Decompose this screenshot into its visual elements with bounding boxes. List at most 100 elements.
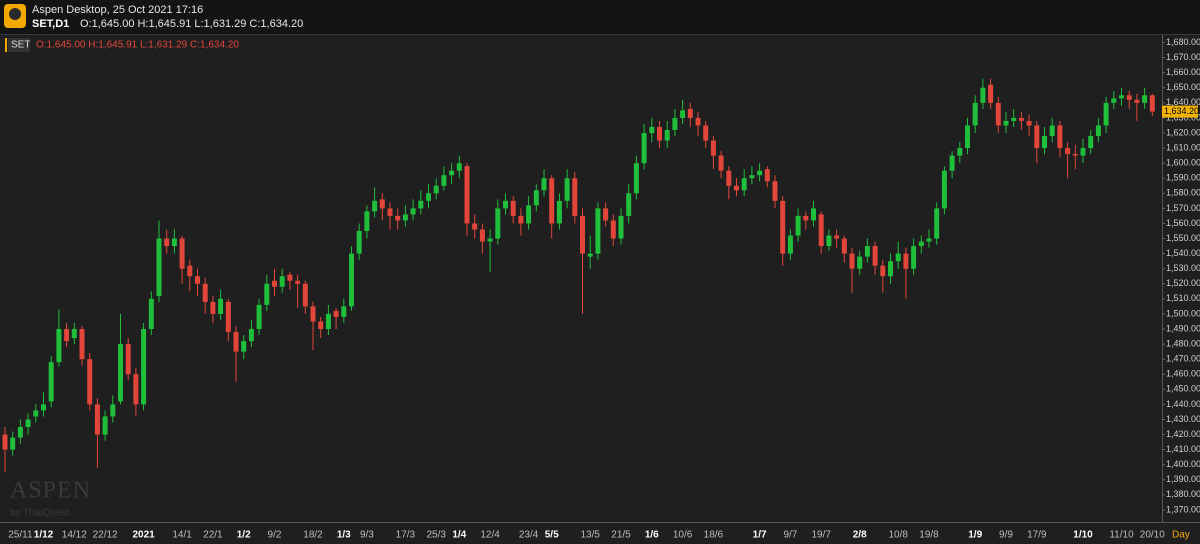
y-tick-label: 1,420.00 — [1166, 429, 1200, 439]
candle-body — [1065, 148, 1071, 155]
candle-body — [1042, 136, 1047, 149]
candle-body — [972, 102, 978, 126]
x-tick-label: 1/7 — [753, 530, 767, 541]
candle-body — [918, 241, 924, 247]
y-tick-label: 1,580.00 — [1166, 188, 1200, 198]
candle-body — [741, 178, 747, 191]
y-tick-label: 1,380.00 — [1166, 489, 1200, 499]
candle-body — [857, 256, 863, 269]
period-label[interactable]: Day — [1172, 530, 1190, 541]
candle-body — [1026, 120, 1032, 126]
candle-body — [479, 229, 485, 242]
candle-body — [225, 301, 231, 333]
candle-body — [418, 200, 424, 209]
candle-body — [1111, 98, 1117, 103]
y-tick-label: 1,670.00 — [1166, 52, 1200, 62]
candle-body — [965, 125, 970, 149]
candle-body — [387, 208, 393, 216]
candle-body — [426, 193, 431, 201]
x-tick-label: 1/12 — [34, 530, 54, 541]
candle-body — [772, 181, 778, 201]
y-tick-label: 1,590.00 — [1166, 173, 1200, 183]
candle-body — [526, 205, 532, 224]
candle-body — [410, 208, 416, 215]
candle-body — [687, 108, 693, 118]
x-tick-label: 1/9 — [968, 530, 982, 541]
candle-body — [356, 231, 362, 254]
x-tick-label: 1/2 — [237, 530, 251, 541]
candle-body — [1003, 120, 1009, 126]
candle-body — [780, 200, 786, 254]
candle-body — [926, 238, 932, 242]
candle-body — [556, 200, 562, 224]
y-tick-label: 1,620.00 — [1166, 127, 1200, 137]
candle-body — [233, 332, 239, 352]
x-tick-label: 17/9 — [1027, 530, 1047, 541]
x-tick-label: 2021 — [132, 530, 155, 541]
y-tick-label: 1,610.00 — [1166, 142, 1200, 152]
candle-body — [25, 419, 31, 428]
last-price-box — [1162, 105, 1198, 118]
x-tick-label: 11/10 — [1109, 530, 1134, 541]
candle-body — [726, 170, 732, 186]
candle-body — [533, 190, 539, 206]
candle-body — [87, 359, 93, 405]
candle-body — [48, 362, 54, 402]
candle-body — [372, 200, 378, 212]
candle-body — [341, 306, 347, 317]
candle-body — [333, 310, 339, 317]
candle-body — [626, 193, 632, 216]
candle-body — [1049, 125, 1055, 137]
candle-body — [218, 298, 224, 314]
x-tick-label: 25/11 — [8, 530, 33, 541]
candle-body — [402, 214, 408, 221]
candle-body — [641, 133, 647, 164]
candle-body — [79, 329, 85, 360]
candle-body — [957, 148, 963, 156]
candle-body — [1011, 117, 1017, 121]
candle-body — [171, 238, 177, 247]
candle-body — [503, 200, 508, 209]
candle-body — [633, 163, 639, 194]
x-tick-label: 1/4 — [452, 530, 466, 541]
candle-body — [749, 175, 755, 179]
candle-body — [156, 238, 162, 296]
x-tick-label: 9/7 — [783, 530, 797, 541]
y-tick-label: 1,650.00 — [1166, 82, 1200, 92]
x-tick-label: 22/12 — [93, 530, 118, 541]
x-tick-label: 17/3 — [396, 530, 416, 541]
candle-body — [364, 211, 370, 232]
legend-marker — [5, 38, 7, 52]
x-tick-label: 18/6 — [704, 530, 724, 541]
candle-body — [934, 208, 940, 239]
candle-body — [449, 170, 455, 176]
y-tick-label: 1,550.00 — [1166, 233, 1200, 243]
candle-body — [379, 199, 385, 209]
candle-body — [349, 253, 354, 307]
y-tick-label: 1,570.00 — [1166, 203, 1200, 213]
candle-body — [41, 404, 46, 411]
x-tick-label: 12/4 — [480, 530, 500, 541]
candle-body — [587, 253, 593, 257]
candle-body — [849, 253, 855, 269]
y-tick-label: 1,370.00 — [1166, 504, 1200, 514]
x-tick-label: 9/3 — [360, 530, 374, 541]
candle-body — [764, 169, 770, 182]
x-tick-label: 25/3 — [426, 530, 446, 541]
candle-body — [834, 235, 840, 239]
y-tick-label: 1,470.00 — [1166, 354, 1200, 364]
candle-body — [949, 155, 955, 171]
header-bar — [0, 0, 1200, 34]
candle-body — [1018, 117, 1024, 121]
candle-body — [241, 341, 247, 352]
candle-body — [657, 126, 662, 141]
y-tick-label: 1,520.00 — [1166, 278, 1200, 288]
x-tick-label: 19/8 — [919, 530, 939, 541]
y-tick-label: 1,410.00 — [1166, 444, 1200, 454]
candle-body — [287, 274, 293, 281]
candle-body — [1057, 125, 1063, 149]
candle-body — [102, 416, 108, 435]
candle-body — [649, 126, 655, 134]
x-tick-label: 1/3 — [337, 530, 351, 541]
